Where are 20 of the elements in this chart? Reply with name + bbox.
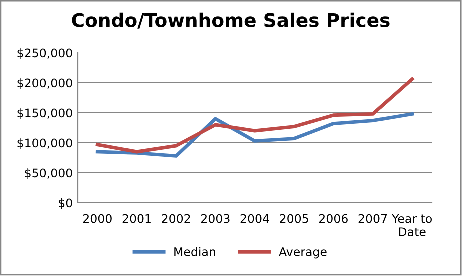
- y-tick-label: $200,000: [18, 78, 72, 90]
- x-tick-label: 2006: [320, 214, 348, 224]
- x-tick-label: 2001: [122, 214, 151, 224]
- legend-label: Average: [279, 248, 327, 259]
- y-tick-label: $150,000: [18, 108, 72, 120]
- x-tick-label: 2005: [280, 214, 308, 224]
- line-series: [96, 112, 414, 158]
- chart-title: Condo/Townhome Sales Prices: [72, 12, 390, 29]
- y-tick-label: $250,000: [18, 48, 72, 60]
- x-tick-label: 2000: [84, 214, 112, 224]
- x-tick-label: 2007: [358, 214, 388, 224]
- y-tick-label: $50,000: [25, 168, 72, 180]
- line-series: [96, 78, 414, 154]
- legend-label: Median: [174, 247, 216, 256]
- y-tick-label: $100,000: [18, 138, 72, 150]
- y-tick-label: $0: [59, 198, 72, 210]
- x-tick-label: 2003: [202, 214, 230, 224]
- x-tick-label: Year to Date: [392, 214, 432, 236]
- x-tick-label: 2002: [162, 214, 190, 224]
- x-tick-label: 2004: [240, 214, 270, 224]
